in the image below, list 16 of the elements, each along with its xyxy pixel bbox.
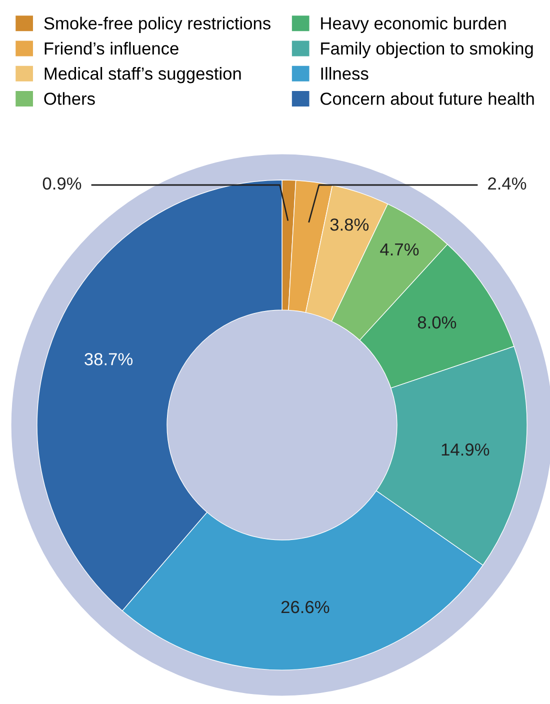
legend-label: Others xyxy=(44,92,95,105)
data-label: 26.6% xyxy=(281,600,330,614)
legend-label: Medical staff’s suggestion xyxy=(44,67,241,84)
legend-label: Heavy economic burden xyxy=(321,16,506,33)
data-label: 38.7% xyxy=(84,353,133,366)
data-label: 3.8% xyxy=(330,218,369,231)
data-label: 0.9% xyxy=(42,177,82,190)
data-label: 14.9% xyxy=(442,443,490,456)
data-label: 4.7% xyxy=(380,243,419,256)
legend-label: Concern about future health xyxy=(320,92,534,105)
legend-label: Family objection to smoking xyxy=(321,42,533,58)
data-label: 8.0% xyxy=(418,316,456,329)
legend-label: Illness xyxy=(321,67,368,80)
legend-label: Smoke-free policy restrictions xyxy=(44,16,270,33)
legend-label: Friend’s influence xyxy=(44,42,178,55)
data-label: 2.4% xyxy=(488,177,526,190)
